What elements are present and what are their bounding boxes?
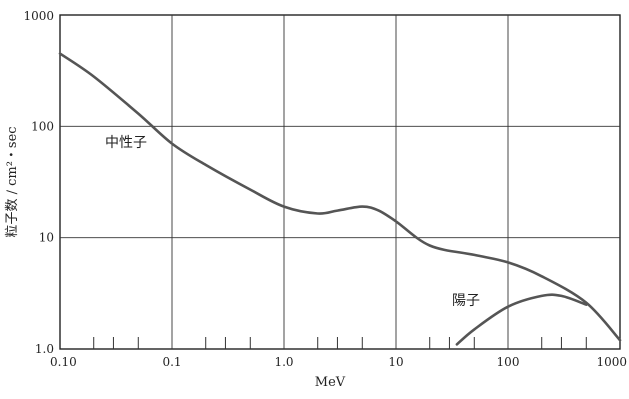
- x-tick-label-5: 1000: [596, 355, 627, 369]
- series-label-1: 陽子: [452, 293, 480, 309]
- y-tick-label-1: 10: [39, 231, 54, 245]
- plot-frame: [59, 14, 621, 350]
- labels-layer: 0.10 0.1 1.0 10 100 1000 1.0 10 100 1000 MeV 粒子数 / …: [5, 9, 627, 390]
- y-tick-label-2: 100: [31, 119, 54, 133]
- x-axis-label: MeV: [315, 375, 346, 390]
- y-tick-label-3: 1000: [23, 9, 54, 23]
- x-tick-label-3: 10: [388, 355, 403, 369]
- x-tick-label-4: 100: [497, 355, 520, 369]
- series-line-1: [455, 293, 588, 346]
- grid-layer: [60, 15, 620, 349]
- x-tick-label-2: 1.0: [274, 355, 293, 369]
- y-axis-label: 粒子数 / cm²・sec: [5, 126, 20, 237]
- series-layer: [58, 52, 622, 346]
- x-tick-label-0: 0.10: [50, 355, 77, 369]
- x-tick-label-1: 0.1: [162, 355, 181, 369]
- series-label-0: 中性子: [105, 135, 147, 151]
- series-line-0: [58, 52, 622, 342]
- y-tick-label-0: 1.0: [35, 342, 54, 356]
- ticks-layer: [93, 337, 587, 349]
